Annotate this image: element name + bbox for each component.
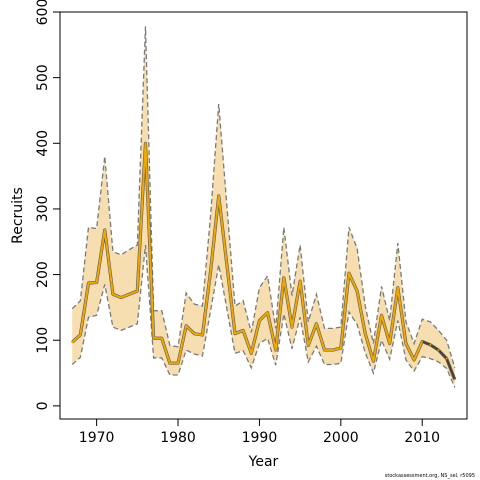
source-footnote: stockassessment.org, NS_sel, r5095 (384, 473, 475, 479)
data-point (185, 324, 188, 327)
data-point (193, 332, 196, 335)
y-tick-label: 0 (35, 401, 51, 410)
upper-bound-line (71, 26, 456, 368)
data-point (372, 360, 375, 363)
data-point (364, 332, 367, 335)
x-tick-label: 1970 (79, 430, 115, 446)
x-tick-label: 1980 (160, 430, 196, 446)
y-axis-label: Recruits (10, 187, 26, 244)
data-point (258, 319, 261, 322)
data-point (413, 359, 415, 361)
data-point (152, 337, 155, 340)
data-point (388, 342, 391, 345)
data-point (339, 347, 342, 350)
x-axis: 1970 1980 1990 2000 2010 (79, 419, 440, 446)
data-point (323, 349, 326, 351)
data-point (356, 290, 359, 292)
data-point (299, 280, 302, 283)
plot-frame (59, 11, 468, 420)
data-point (120, 296, 122, 299)
data-point (274, 349, 277, 351)
data-point (445, 357, 448, 360)
data-point (266, 311, 269, 314)
y-tick-label: 400 (35, 130, 51, 157)
data-point (331, 349, 334, 351)
data-point (103, 229, 106, 231)
data-point (250, 352, 253, 355)
data-point (71, 341, 74, 344)
x-axis-label: Year (248, 454, 279, 470)
data-point (168, 362, 171, 365)
data-point (348, 272, 350, 275)
y-tick-label: 200 (35, 261, 51, 288)
data-point (429, 343, 432, 346)
data-point (217, 194, 220, 197)
data-point (380, 314, 383, 317)
estimate-line (71, 142, 456, 380)
data-point (291, 326, 293, 328)
data-point (396, 286, 399, 289)
data-point (209, 270, 212, 273)
data-point (112, 293, 114, 296)
y-axis: 0 100 200 300 400 500 600 (35, 0, 60, 410)
estimate-line-group (71, 141, 457, 381)
data-point (79, 334, 82, 336)
x-tick-label: 1990 (242, 430, 278, 446)
data-point (421, 340, 424, 343)
data-point (453, 378, 456, 381)
data-point (315, 322, 318, 325)
data-point (225, 263, 228, 266)
y-tick-label: 500 (35, 64, 51, 91)
y-tick-label: 300 (35, 196, 51, 223)
data-point (234, 332, 236, 335)
data-point (136, 290, 139, 292)
y-tick-label: 600 (35, 0, 51, 25)
x-tick-label: 2010 (404, 430, 440, 446)
data-point (144, 142, 147, 145)
data-point (242, 329, 245, 332)
data-point (95, 281, 98, 284)
data-point (201, 334, 204, 336)
data-point (437, 349, 440, 351)
lower-bound-line (71, 244, 456, 388)
data-point (128, 293, 131, 296)
data-point (282, 276, 285, 279)
data-point (177, 362, 179, 365)
data-point (160, 337, 163, 340)
y-tick-label: 100 (35, 327, 51, 354)
data-point (87, 282, 90, 285)
data-point (307, 344, 310, 347)
x-tick-label: 2000 (323, 430, 359, 446)
data-point (405, 342, 407, 345)
